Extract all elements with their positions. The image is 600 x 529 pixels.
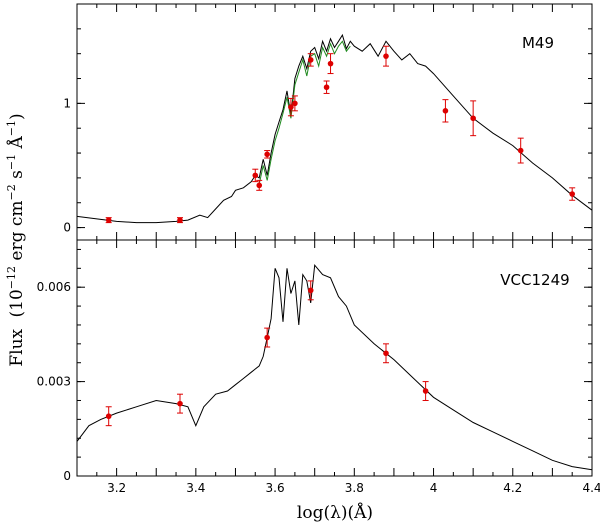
y-axis-title-open: (10 <box>7 289 27 317</box>
photometry-point <box>264 151 270 158</box>
y-axis-title-angstrom: Å <box>6 135 27 153</box>
photometry-point <box>383 350 389 357</box>
x-axis-title: log(λ)(Å) <box>297 502 373 523</box>
panel-vcc1249-ticks <box>76 240 593 477</box>
x-tick-label: 3.6 <box>266 481 285 495</box>
y-tick-label: 0.006 <box>37 280 71 294</box>
y-axis-title-exp2: −2 <box>5 184 18 200</box>
photometry-point <box>307 57 314 63</box>
x-tick-label: 3.2 <box>107 481 126 495</box>
y-axis-title-close: ) <box>7 113 27 120</box>
y-tick-label: 1 <box>63 96 71 110</box>
x-tick-label: 3.4 <box>186 481 205 495</box>
photometry-point <box>569 191 575 197</box>
m49-observed-spectrum <box>258 40 351 185</box>
x-tick-label: 4.4 <box>582 481 600 495</box>
photometry-point <box>307 287 314 294</box>
panel-label-vcc1249: VCC1249 <box>500 271 569 289</box>
panel-m49: 01 M49 <box>63 3 593 241</box>
x-tick-labels: 3.2 3.4 3.6 3.8 4 4.2 4.4 <box>107 481 600 495</box>
photometry-point <box>292 100 298 107</box>
photometry-point <box>105 217 112 223</box>
m49-photometry-points <box>105 45 576 224</box>
x-tick-label: 4 <box>430 481 438 495</box>
y-axis-title-s: s <box>7 170 27 184</box>
panel-m49-ticks <box>76 4 593 240</box>
photometry-point <box>256 182 263 189</box>
y-axis-title-exp3: −1 <box>5 154 18 170</box>
m49-model-spectrum <box>76 33 593 224</box>
panel-vcc1249-ytick-labels: 0 0.003 0.006 <box>37 280 71 483</box>
photometry-point <box>517 147 524 154</box>
panel-vcc1249: 0 0.003 0.006 VCC1249 <box>37 239 593 483</box>
photometry-point <box>383 53 389 59</box>
photometry-point <box>177 400 183 407</box>
photometry-point <box>264 334 270 341</box>
photometry-point <box>177 217 183 223</box>
x-tick-label: 3.8 <box>345 481 364 495</box>
y-tick-label: 0 <box>63 469 71 483</box>
photometry-point <box>442 108 449 114</box>
x-tick-label: 4.2 <box>503 481 522 495</box>
photometry-point <box>288 104 294 110</box>
y-axis-title-exp1: −12 <box>5 266 18 289</box>
y-axis-title-erg: erg cm <box>7 200 27 266</box>
photometry-point <box>327 60 334 67</box>
y-axis-title: Flux (10−12 erg cm−2 s−1 Å−1) <box>5 113 27 366</box>
vcc1249-photometry-points <box>105 280 429 427</box>
y-tick-label: 0 <box>63 221 71 235</box>
panel-m49-frame <box>76 3 593 241</box>
photometry-point <box>422 388 429 394</box>
photometry-point <box>252 172 259 179</box>
y-axis-title-exp4: −1 <box>5 120 18 136</box>
y-tick-label: 0.003 <box>37 375 71 389</box>
y-axis-title-flux: Flux <box>7 328 27 366</box>
photometry-point <box>323 84 330 91</box>
photometry-point <box>105 413 112 420</box>
photometry-point <box>470 115 476 122</box>
panel-m49-ytick-labels: 01 <box>63 96 71 234</box>
vcc1249-model-spectrum <box>76 263 593 471</box>
panel-label-m49: M49 <box>522 34 554 52</box>
